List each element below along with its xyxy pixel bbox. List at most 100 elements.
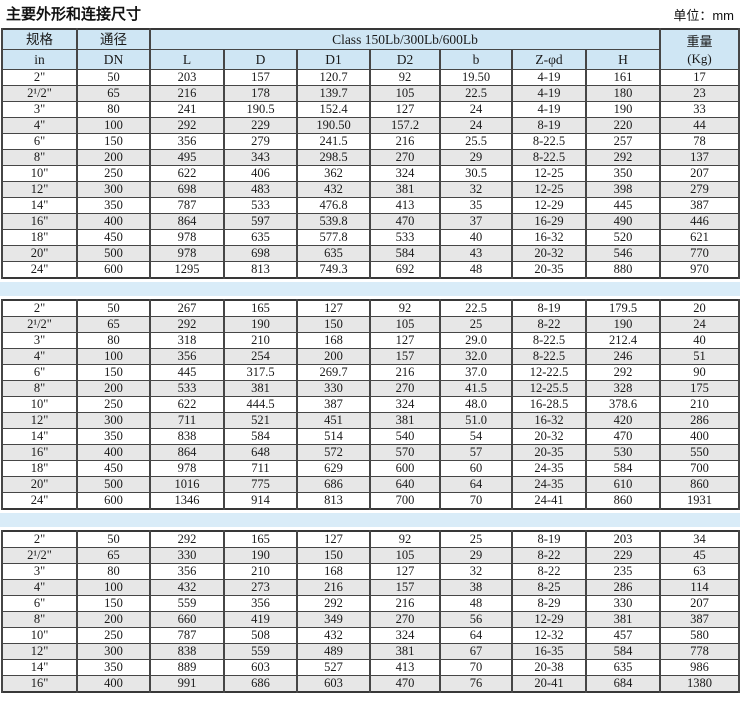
section-separator <box>0 282 740 296</box>
cell-d: 508 <box>223 627 298 644</box>
cell-d: 254 <box>223 348 298 365</box>
cell-l: 1016 <box>149 476 225 493</box>
cell-h: 490 <box>585 213 661 230</box>
cell-l: 495 <box>149 149 225 166</box>
cell-z-phi-d: 20-32 <box>511 245 587 262</box>
cell-l: 267 <box>149 299 225 317</box>
cell-dn: 65 <box>76 85 151 102</box>
cell-weight-kg: 970 <box>659 261 740 279</box>
cell-weight-kg: 40 <box>659 332 740 349</box>
cell-z-phi-d: 8-22.5 <box>511 133 587 150</box>
cell-weight-kg: 34 <box>659 530 740 548</box>
cell-d: 381 <box>223 380 298 397</box>
cell-spec: 12" <box>1 643 78 660</box>
table-row: 10" 250 622 406 362 324 30.5 12-25 350 207 <box>1 165 740 182</box>
table-row: 16" 400 991 686 603 470 76 20-41 684 1380 <box>1 675 740 693</box>
cell-weight-kg: 44 <box>659 117 740 134</box>
cell-dn: 80 <box>76 101 151 118</box>
cell-l: 356 <box>149 348 225 365</box>
cell-l: 838 <box>149 643 225 660</box>
cell-d1: 150 <box>296 547 371 564</box>
cell-l: 978 <box>149 229 225 246</box>
header-spec-unit: in <box>1 49 78 70</box>
cell-dn: 250 <box>76 396 151 413</box>
cell-spec: 24" <box>1 492 78 510</box>
cell-weight-kg: 78 <box>659 133 740 150</box>
table-body-section-1: 2" 50 203 157 120.7 92 19.50 4-19 161 17 2¹/2" 65 21… <box>1 69 740 279</box>
cell-h: 235 <box>585 563 661 580</box>
cell-dn: 150 <box>76 364 151 381</box>
cell-h: 457 <box>585 627 661 644</box>
cell-d2: 324 <box>369 627 441 644</box>
header-row-1: 规格 通径 Class 150Lb/300Lb/600Lb 重量 (Kg) <box>1 28 740 70</box>
cell-z-phi-d: 8-19 <box>511 117 587 134</box>
cell-z-phi-d: 24-41 <box>511 492 587 510</box>
header-weight-unit: (Kg) <box>687 50 712 66</box>
cell-b: 70 <box>439 659 513 676</box>
cell-d: 813 <box>223 261 298 279</box>
cell-d: 648 <box>223 444 298 461</box>
cell-d2: 270 <box>369 149 441 166</box>
cell-l: 445 <box>149 364 225 381</box>
cell-l: 203 <box>149 69 225 86</box>
cell-dn: 100 <box>76 579 151 596</box>
cell-h: 161 <box>585 69 661 86</box>
cell-d1: 387 <box>296 396 371 413</box>
cell-h: 246 <box>585 348 661 365</box>
table-body-section-3: 2" 50 292 165 127 92 25 8-19 203 34 2¹/2" 65 330 190 1… <box>1 530 740 693</box>
cell-b: 48 <box>439 261 513 279</box>
cell-l: 356 <box>149 563 225 580</box>
table-row: 20" 500 978 698 635 584 43 20-32 546 770 <box>1 245 740 262</box>
cell-h: 180 <box>585 85 661 102</box>
cell-h: 292 <box>585 149 661 166</box>
cell-spec: 20" <box>1 245 78 262</box>
header-dim-h: H <box>585 49 661 70</box>
table-row: 8" 200 660 419 349 270 56 12-29 381 387 <box>1 611 740 628</box>
cell-l: 241 <box>149 101 225 118</box>
cell-z-phi-d: 8-22.5 <box>511 348 587 365</box>
cell-b: 38 <box>439 579 513 596</box>
cell-h: 610 <box>585 476 661 493</box>
cell-d: 444.5 <box>223 396 298 413</box>
cell-h: 860 <box>585 492 661 510</box>
cell-d: 343 <box>223 149 298 166</box>
cell-dn: 50 <box>76 530 151 548</box>
dimension-table-300lb: 2" 50 267 165 127 92 22.5 8-19 179.5 20 2¹/2" 65 292… <box>1 299 740 510</box>
cell-d: 317.5 <box>223 364 298 381</box>
cell-weight-kg: 387 <box>659 197 740 214</box>
cell-d1: 139.7 <box>296 85 371 102</box>
cell-d: 775 <box>223 476 298 493</box>
cell-d1: 476.8 <box>296 197 371 214</box>
cell-b: 48 <box>439 595 513 612</box>
cell-l: 559 <box>149 595 225 612</box>
cell-h: 257 <box>585 133 661 150</box>
cell-d: 273 <box>223 579 298 596</box>
cell-b: 32 <box>439 181 513 198</box>
header-spec: 规格 <box>1 28 78 50</box>
cell-b: 64 <box>439 476 513 493</box>
cell-h: 635 <box>585 659 661 676</box>
cell-l: 1295 <box>149 261 225 279</box>
cell-z-phi-d: 4-19 <box>511 85 587 102</box>
cell-d1: 152.4 <box>296 101 371 118</box>
cell-h: 378.6 <box>585 396 661 413</box>
cell-d2: 157 <box>369 579 441 596</box>
cell-dn: 300 <box>76 181 151 198</box>
cell-weight-kg: 114 <box>659 579 740 596</box>
cell-d: 597 <box>223 213 298 230</box>
cell-d2: 692 <box>369 261 441 279</box>
cell-b: 19.50 <box>439 69 513 86</box>
cell-l: 787 <box>149 627 225 644</box>
cell-weight-kg: 1380 <box>659 675 740 693</box>
cell-h: 530 <box>585 444 661 461</box>
cell-h: 330 <box>585 595 661 612</box>
cell-h: 328 <box>585 380 661 397</box>
cell-l: 292 <box>149 316 225 333</box>
cell-d1: 168 <box>296 563 371 580</box>
table-row: 6" 150 445 317.5 269.7 216 37.0 12-22.5 292 90 <box>1 364 740 381</box>
cell-d2: 105 <box>369 316 441 333</box>
table-row: 2¹/2" 65 292 190 150 105 25 8-22 190 24 <box>1 316 740 333</box>
cell-weight-kg: 23 <box>659 85 740 102</box>
cell-dn: 100 <box>76 348 151 365</box>
cell-weight-kg: 207 <box>659 165 740 182</box>
